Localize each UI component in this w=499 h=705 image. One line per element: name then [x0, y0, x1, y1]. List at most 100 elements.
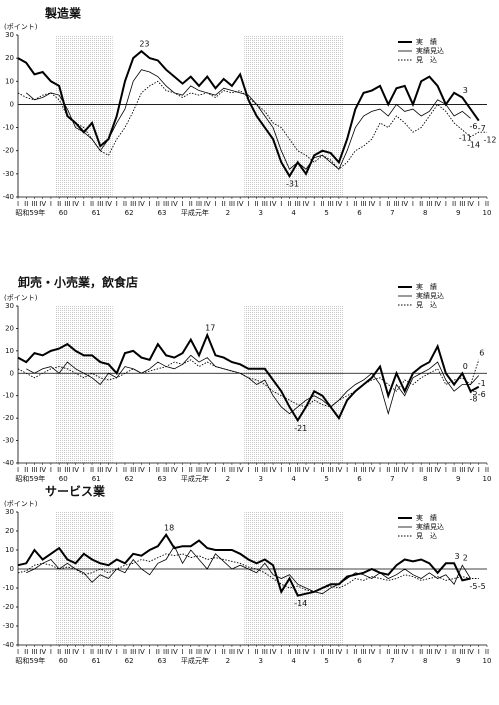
y-tick-label: 30 [5, 302, 14, 310]
x-tick-label: IV [401, 200, 408, 208]
data-label: -7 [478, 124, 486, 133]
y-tick-label: 10 [5, 546, 14, 554]
x-tick-label: III [130, 200, 136, 208]
x-tick-label: IV [303, 200, 310, 208]
x-tick-label: I [379, 466, 381, 474]
legend-label: 見 込 [416, 531, 437, 540]
x-tick-label: II [353, 466, 357, 474]
x-tick-label: IV [105, 648, 112, 656]
x-tick-label: I [17, 648, 19, 656]
x-tick-label: II [222, 648, 226, 656]
x-tick-label: III [393, 200, 399, 208]
x-tick-label: II [452, 648, 456, 656]
x-tick-label: IV [434, 648, 441, 656]
x-tick-label: II [419, 466, 423, 474]
year-label: 62 [125, 209, 134, 217]
x-tick-label: III [459, 200, 465, 208]
y-tick-label: 0 [10, 100, 14, 108]
year-label: 昭和59年 [15, 656, 45, 665]
x-tick-label: III [229, 200, 235, 208]
x-tick-label: II [353, 648, 357, 656]
series-line [17, 553, 479, 593]
x-tick-label: I [83, 466, 85, 474]
x-tick-label: IV [72, 648, 79, 656]
legend-label: 実績見込 [416, 522, 444, 531]
x-tick-label: I [247, 200, 249, 208]
x-tick-label: IV [401, 648, 408, 656]
x-tick-label: III [130, 648, 136, 656]
x-tick-label: III [295, 466, 301, 474]
data-label: -5 [478, 582, 486, 591]
legend-label: 実 績 [416, 37, 437, 46]
x-tick-label: IV [72, 466, 79, 474]
x-tick-label: II [156, 648, 160, 656]
x-tick-label: II [386, 200, 390, 208]
x-tick-label: III [360, 200, 366, 208]
year-label: 9 [456, 475, 460, 483]
data-label: -8 [470, 395, 478, 404]
x-tick-label: I [478, 466, 480, 474]
x-tick-label: II [287, 466, 291, 474]
x-tick-label: IV [434, 466, 441, 474]
x-tick-label: III [31, 200, 37, 208]
x-tick-label: IV [467, 200, 474, 208]
x-tick-label: IV [467, 648, 474, 656]
x-tick-label: III [229, 648, 235, 656]
x-tick-label: I [313, 466, 315, 474]
data-label: 3 [455, 552, 460, 561]
x-tick-label: IV [237, 466, 244, 474]
x-tick-label: II [57, 648, 61, 656]
x-tick-label: IV [270, 648, 277, 656]
x-tick-label: III [163, 466, 169, 474]
x-tick-label: I [280, 200, 282, 208]
x-tick-label: IV [72, 200, 79, 208]
x-tick-label: II [90, 648, 94, 656]
year-label: 62 [125, 475, 134, 483]
x-tick-label: III [360, 466, 366, 474]
x-tick-label: II [123, 200, 127, 208]
y-tick-label: 10 [5, 347, 14, 355]
x-tick-label: III [295, 648, 301, 656]
x-tick-label: IV [368, 648, 375, 656]
x-tick-label: IV [171, 466, 178, 474]
series-line [17, 533, 471, 597]
x-tick-label: II [222, 200, 226, 208]
x-tick-label: II [57, 200, 61, 208]
x-tick-label: IV [39, 200, 46, 208]
x-tick-label: II [222, 466, 226, 474]
y-tick-label: -10 [3, 584, 14, 592]
x-tick-label: I [379, 200, 381, 208]
year-label: 昭和59年 [15, 208, 45, 217]
x-tick-label: II [419, 648, 423, 656]
x-tick-label: I [182, 466, 184, 474]
x-tick-label: II [90, 466, 94, 474]
x-tick-label: IV [138, 648, 145, 656]
year-label: 60 [59, 657, 68, 665]
x-tick-label: III [130, 466, 136, 474]
x-tick-label: III [393, 466, 399, 474]
x-tick-label: II [320, 466, 324, 474]
year-label: 5 [324, 475, 328, 483]
series-line [17, 80, 487, 170]
legend-label: 実 績 [416, 513, 437, 522]
year-label: 8 [423, 475, 427, 483]
chart-title: サービス業 [45, 484, 106, 499]
year-label: 7 [390, 209, 394, 217]
x-tick-label: IV [434, 200, 441, 208]
x-tick-label: III [295, 200, 301, 208]
x-tick-label: IV [204, 200, 211, 208]
year-label: 60 [59, 209, 68, 217]
x-tick-label: I [17, 466, 19, 474]
y-tick-label: 30 [5, 508, 14, 516]
shade [244, 35, 344, 197]
x-tick-label: I [50, 648, 52, 656]
x-tick-label: I [83, 648, 85, 656]
chart-title: 製造業 [44, 6, 82, 21]
year-label: 8 [423, 657, 427, 665]
x-tick-label: III [328, 648, 334, 656]
legend-label: 見 込 [416, 55, 437, 64]
x-tick-label: II [189, 466, 193, 474]
x-tick-label: I [116, 466, 118, 474]
x-tick-label: IV [467, 466, 474, 474]
x-tick-label: III [393, 648, 399, 656]
